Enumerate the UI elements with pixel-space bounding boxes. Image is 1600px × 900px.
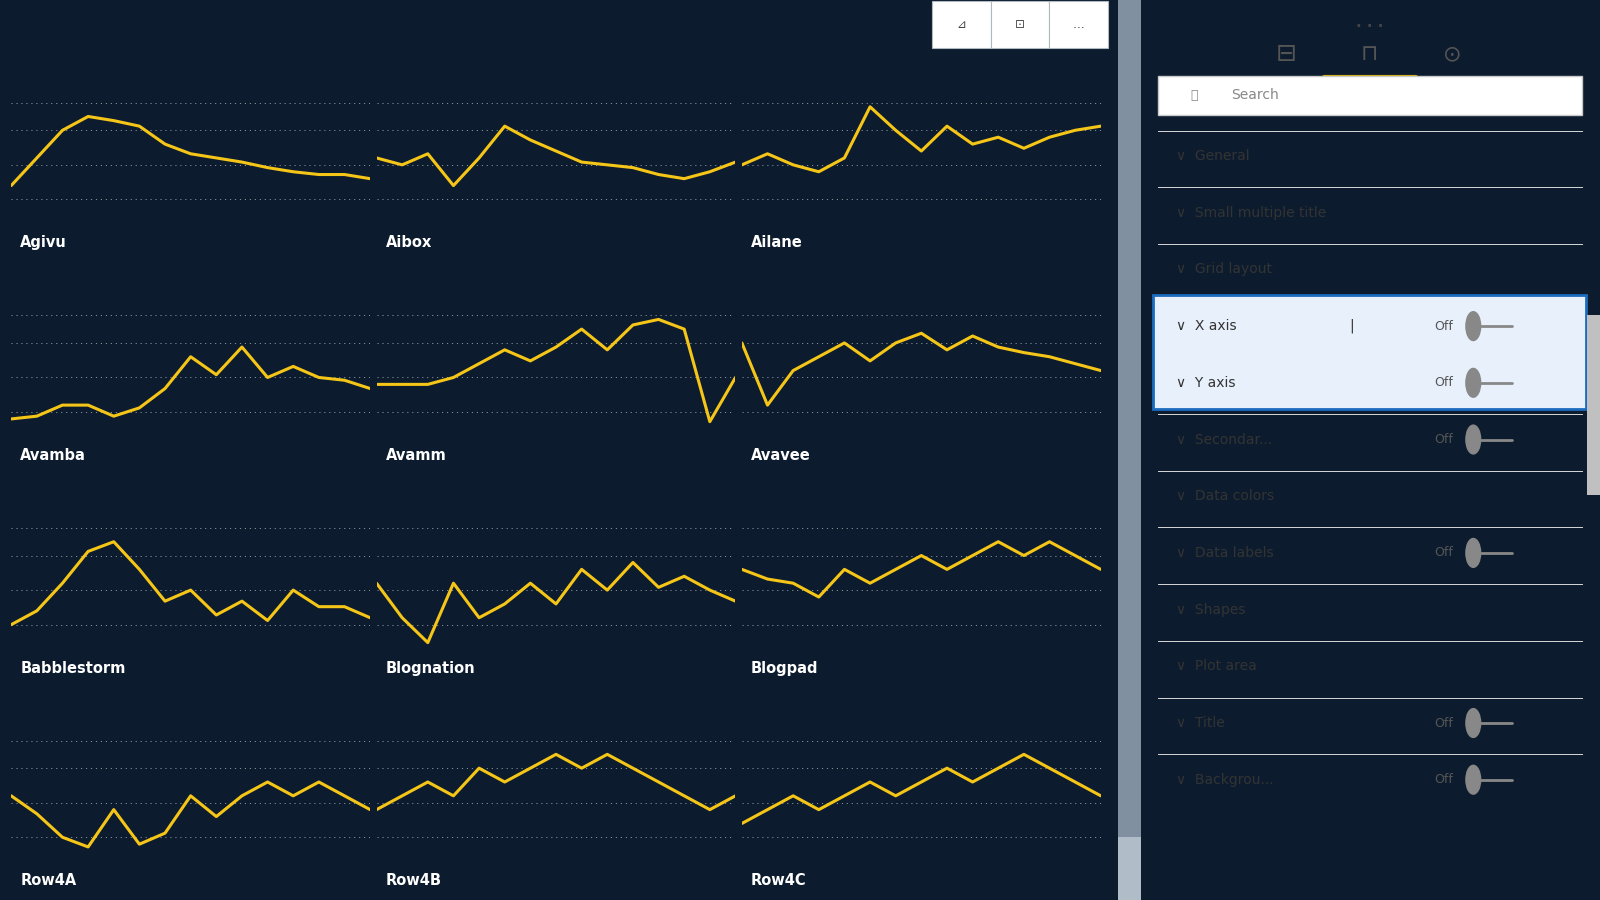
Text: ⊿: ⊿	[957, 18, 966, 32]
Text: Aibox: Aibox	[386, 235, 432, 250]
Text: Babblestorm: Babblestorm	[21, 661, 125, 676]
Text: ∨  Secondar...: ∨ Secondar...	[1176, 433, 1272, 446]
Text: ∨  Plot area: ∨ Plot area	[1176, 660, 1258, 673]
Text: Off: Off	[1434, 433, 1453, 446]
Circle shape	[1466, 765, 1480, 794]
Text: Ailane: Ailane	[750, 235, 803, 250]
Text: …: …	[1074, 18, 1085, 32]
Text: ⊙: ⊙	[1443, 44, 1462, 64]
Text: ∨  General: ∨ General	[1176, 149, 1250, 163]
Text: ⊓: ⊓	[1362, 44, 1378, 64]
Text: ∨  Title: ∨ Title	[1176, 716, 1226, 730]
Text: Avavee: Avavee	[750, 448, 811, 463]
Circle shape	[1466, 708, 1480, 737]
Circle shape	[1466, 311, 1480, 340]
Text: 🔍: 🔍	[1190, 89, 1198, 102]
Text: ∨  X axis: ∨ X axis	[1176, 320, 1237, 333]
Bar	[1587, 315, 1600, 495]
Text: ∨  Shapes: ∨ Shapes	[1176, 603, 1245, 616]
Text: Agivu: Agivu	[21, 235, 67, 250]
Text: Off: Off	[1434, 773, 1453, 787]
Text: ∨  Data colors: ∨ Data colors	[1176, 490, 1274, 503]
Text: Off: Off	[1434, 376, 1453, 390]
FancyBboxPatch shape	[990, 2, 1050, 48]
Text: Avamba: Avamba	[21, 448, 86, 463]
Text: Row4C: Row4C	[750, 873, 806, 888]
Text: Off: Off	[1434, 546, 1453, 560]
Text: Row4A: Row4A	[21, 873, 77, 888]
FancyBboxPatch shape	[1154, 295, 1586, 409]
Text: ∨  Data labels: ∨ Data labels	[1176, 546, 1274, 560]
Text: |: |	[1349, 319, 1354, 333]
Circle shape	[1466, 538, 1480, 567]
Text: ⊟: ⊟	[1277, 42, 1298, 66]
FancyBboxPatch shape	[1158, 76, 1581, 115]
FancyBboxPatch shape	[931, 2, 990, 48]
Text: Avamm: Avamm	[386, 448, 446, 463]
Text: Blognation: Blognation	[386, 661, 475, 676]
Text: ∨  Y axis: ∨ Y axis	[1176, 376, 1235, 390]
FancyBboxPatch shape	[1050, 2, 1109, 48]
Bar	[1118, 837, 1141, 900]
Text: Row4B: Row4B	[386, 873, 442, 888]
Text: ∨  Grid layout: ∨ Grid layout	[1176, 263, 1272, 276]
Bar	[1118, 0, 1141, 900]
Text: ⊡: ⊡	[1014, 18, 1026, 32]
Text: Blogpad: Blogpad	[750, 661, 818, 676]
Text: Search: Search	[1232, 88, 1278, 103]
Text: . . .: . . .	[1355, 15, 1384, 30]
Circle shape	[1466, 368, 1480, 397]
Text: Off: Off	[1434, 716, 1453, 730]
Text: ∨  Backgrou...: ∨ Backgrou...	[1176, 773, 1274, 787]
Text: ∨  Small multiple title: ∨ Small multiple title	[1176, 206, 1326, 220]
Text: Off: Off	[1434, 320, 1453, 333]
Circle shape	[1466, 425, 1480, 454]
